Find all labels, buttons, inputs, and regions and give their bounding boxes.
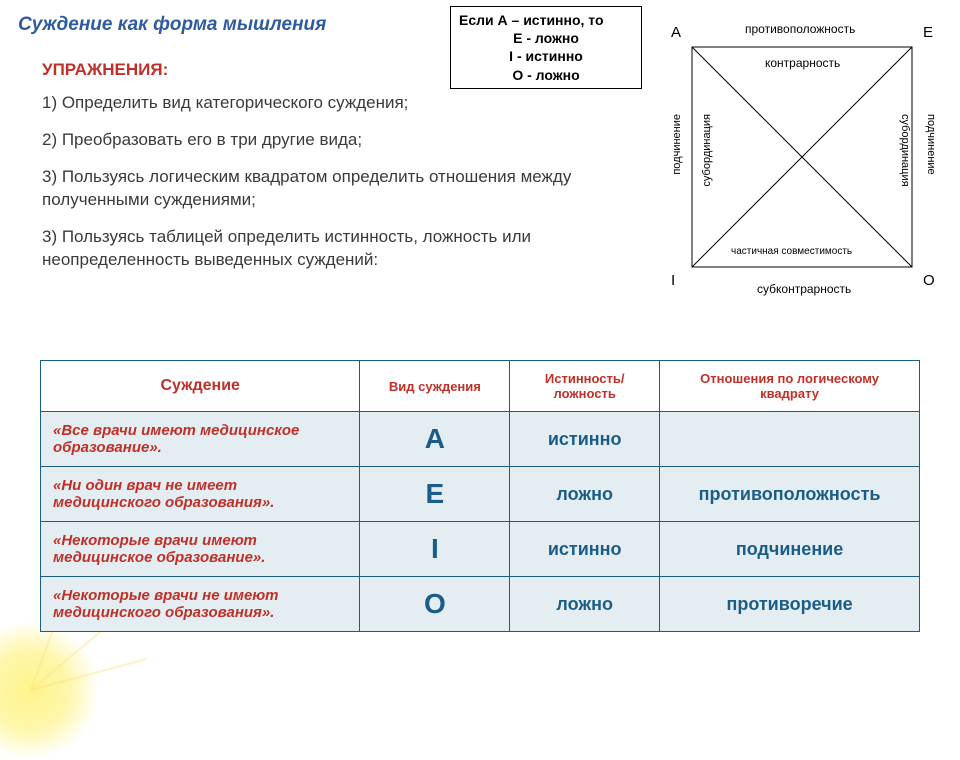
table-row: «Некоторые врачи не имеют медицинского о… (41, 577, 920, 632)
label-bottom-outer: субконтрарность (757, 282, 851, 296)
slide-title: Суждение как форма мышления (18, 14, 326, 36)
table-row: «Некоторые врачи имеют медицинское образ… (41, 522, 920, 577)
rule-line-1: Если А – истинно, то (459, 12, 604, 28)
th-type: Вид суждения (360, 361, 510, 412)
cell-type: А (360, 412, 510, 467)
cell-type: I (360, 522, 510, 577)
label-top-outer: противоположность (745, 22, 855, 36)
logical-square: A E I O противоположность контрарность ч… (665, 14, 945, 304)
cell-relation (660, 412, 920, 467)
table-row: «Все врачи имеют медицинское образование… (41, 412, 920, 467)
cell-truth: ложно (510, 467, 660, 522)
square-svg (689, 44, 915, 270)
th-relation: Отношения по логическому квадрату (660, 361, 920, 412)
exercise-list: 1) Определить вид категорического сужден… (42, 92, 602, 286)
cell-type: Е (360, 467, 510, 522)
cell-judgement: «Ни один врач не имеет медицинского обра… (41, 467, 360, 522)
corner-a: A (671, 24, 681, 41)
cell-judgement: «Все врачи имеют медицинское образование… (41, 412, 360, 467)
exercise-item: 1) Определить вид категорического сужден… (42, 92, 602, 115)
cell-relation: противоречие (660, 577, 920, 632)
corner-e: E (923, 24, 933, 41)
decorative-ray (31, 658, 147, 691)
cell-truth: истинно (510, 522, 660, 577)
label-left-outer: подчинение (671, 114, 683, 175)
cell-relation: противоположность (660, 467, 920, 522)
cell-type: О (360, 577, 510, 632)
exercise-item: 3) Пользуясь логическим квадратом опреде… (42, 166, 602, 212)
cell-truth: ложно (510, 577, 660, 632)
decorative-sun (0, 620, 100, 760)
corner-o: O (923, 272, 935, 289)
th-truth: Истинность/ ложность (510, 361, 660, 412)
cell-judgement: «Некоторые врачи имеют медицинское образ… (41, 522, 360, 577)
rule-line-3: I - истинно (509, 48, 583, 64)
rule-line-4: О - ложно (512, 67, 579, 83)
table-row: «Ни один врач не имеет медицинского обра… (41, 467, 920, 522)
exercise-item: 2) Преобразовать его в три другие вида; (42, 129, 602, 152)
label-right-outer: подчинение (925, 114, 937, 175)
corner-i: I (671, 272, 675, 289)
rule-box: Если А – истинно, то Е - ложно I - истин… (450, 6, 642, 89)
judgement-table: Суждение Вид суждения Истинность/ ложнос… (40, 360, 920, 632)
cell-judgement: «Некоторые врачи не имеют медицинского о… (41, 577, 360, 632)
exercise-item: 3) Пользуясь таблицей определить истинно… (42, 226, 602, 272)
cell-relation: подчинение (660, 522, 920, 577)
th-judgement: Суждение (41, 361, 360, 412)
rule-line-2: Е - ложно (513, 30, 579, 46)
exercises-header: УПРАЖНЕНИЯ: (42, 60, 168, 80)
cell-truth: истинно (510, 412, 660, 467)
